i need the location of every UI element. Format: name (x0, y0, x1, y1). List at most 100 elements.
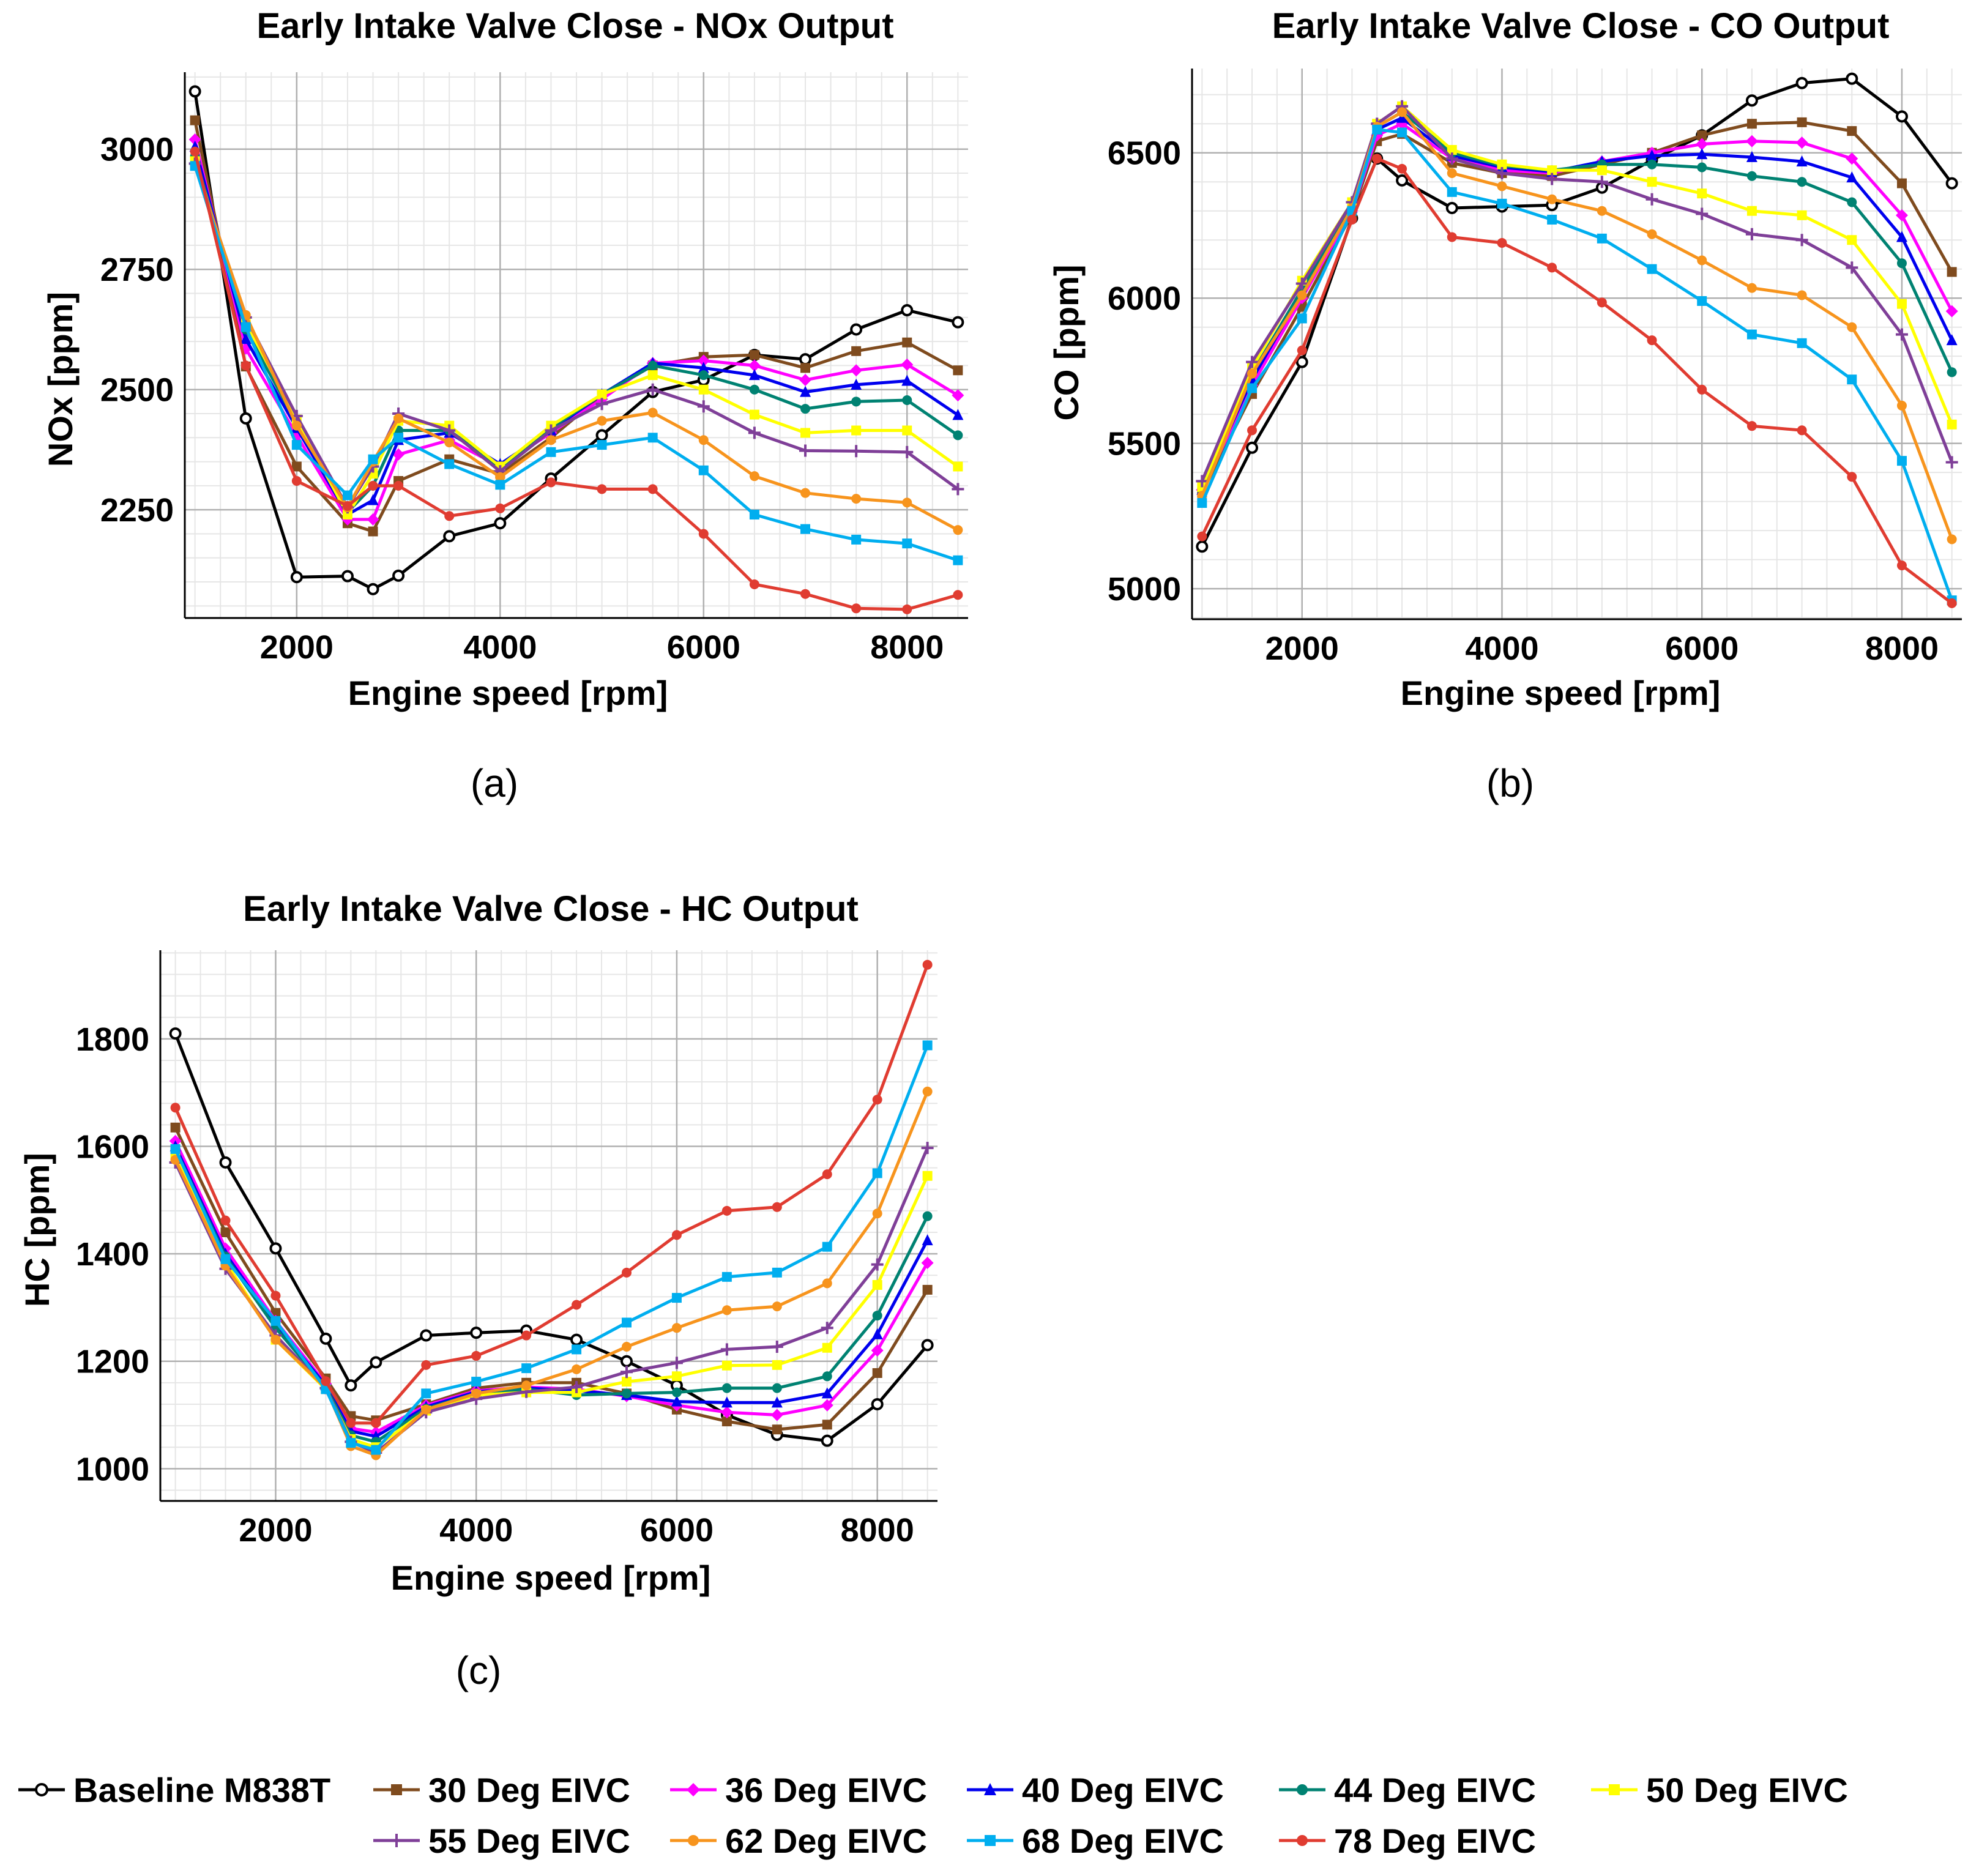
co-point-d36 (1795, 136, 1808, 149)
co-point-d55 (1795, 234, 1808, 247)
nox-point-d30 (851, 346, 862, 356)
co-point-d44 (1847, 197, 1857, 207)
nox-point-d62 (698, 435, 709, 445)
co-point-d78 (1497, 237, 1507, 248)
nox-point-baseline (952, 316, 964, 329)
hc-point-d50 (772, 1360, 782, 1370)
nox-point-d44 (698, 370, 709, 381)
nox-point-d78 (749, 579, 759, 589)
hc-point-d78 (671, 1230, 682, 1240)
hc-point-d68 (671, 1293, 682, 1303)
nox-point-d68 (647, 433, 658, 443)
co-point-d40 (1846, 171, 1858, 183)
co-point-d50 (1597, 165, 1607, 176)
hc-point-d78 (321, 1376, 331, 1387)
hc-point-d78 (922, 959, 933, 970)
legend-item-d44: 44 Deg EIVC (1279, 1771, 1536, 1809)
co-point-d68 (1397, 127, 1407, 138)
nox-point-d62 (800, 488, 811, 498)
hc-point-d68 (721, 1271, 732, 1282)
co-point-d68 (1547, 214, 1557, 225)
nox-point-d68 (546, 447, 556, 457)
co-point-d30 (1847, 126, 1857, 136)
hc-point-d55 (621, 1366, 633, 1379)
legend-item-baseline: Baseline M838T (18, 1771, 330, 1809)
co-point-d62 (1896, 400, 1907, 411)
co-point-baseline (1795, 76, 1808, 89)
co-chart: Early Intake Valve Close - CO Output Eng… (1047, 6, 1962, 805)
nox-point-d40 (748, 369, 760, 381)
nox-point-d68 (597, 440, 607, 450)
co-point-d36 (1696, 138, 1709, 151)
nox-point-d78 (953, 590, 963, 600)
nox-point-d50 (749, 409, 759, 420)
co-point-d55 (1246, 355, 1259, 368)
hc-point-d62 (721, 1305, 732, 1316)
hc-point-d50 (671, 1371, 682, 1382)
co-y-tick-label: 5000 (1108, 571, 1181, 608)
co-point-d62 (1497, 181, 1507, 192)
hc-point-d68 (471, 1377, 482, 1387)
hc-point-d68 (220, 1254, 231, 1264)
hc-point-d68 (371, 1445, 381, 1455)
nox-point-d40 (800, 385, 811, 397)
nox-point-d55 (952, 483, 964, 496)
co-point-d50 (1447, 144, 1457, 155)
hc-point-d78 (170, 1103, 181, 1113)
nox-point-d30 (902, 337, 912, 348)
nox-point-d36 (952, 389, 964, 402)
legend-marker-d36 (687, 1783, 700, 1796)
nox-point-baseline (799, 353, 812, 366)
hc-point-d30 (822, 1420, 832, 1430)
co-point-baseline (1295, 355, 1308, 368)
co-point-d36 (1945, 305, 1958, 318)
hc-point-d50 (822, 1342, 832, 1353)
co-point-baseline (1945, 177, 1958, 190)
nox-point-d44 (902, 395, 912, 405)
nox-chart-title: Early Intake Valve Close - NOx Output (256, 6, 893, 46)
hc-point-d44 (772, 1383, 782, 1393)
hc-point-d40 (821, 1387, 833, 1399)
nox-point-d50 (953, 461, 963, 472)
nox-point-d78 (444, 511, 455, 521)
co-point-d50 (1497, 159, 1507, 169)
hc-point-d68 (872, 1168, 882, 1178)
legend-label-d55: 55 Deg EIVC (428, 1822, 630, 1860)
co-point-d68 (1847, 374, 1857, 385)
co-point-d40 (1796, 155, 1808, 166)
hc-point-baseline (169, 1027, 182, 1040)
co-point-baseline (1895, 110, 1908, 123)
nox-point-d36 (697, 354, 710, 367)
nox-point-baseline (901, 304, 914, 317)
hc-x-tick-label: 6000 (640, 1512, 714, 1549)
co-point-d78 (1697, 384, 1707, 395)
hc-point-d78 (721, 1205, 732, 1216)
co-point-d62 (1547, 194, 1557, 204)
nox-point-d68 (800, 524, 811, 534)
nox-point-d55 (901, 445, 914, 458)
nox-point-baseline (341, 570, 354, 583)
co-point-d55 (1696, 207, 1709, 220)
nox-point-d68 (444, 459, 455, 469)
hc-point-baseline (420, 1329, 433, 1342)
co-point-d50 (1847, 235, 1857, 245)
nox-point-baseline (367, 583, 379, 595)
nox-point-d78 (698, 529, 709, 539)
hc-point-d30 (170, 1122, 181, 1133)
hc-point-d68 (521, 1363, 532, 1374)
nox-point-d50 (698, 384, 709, 395)
hc-point-baseline (821, 1434, 833, 1447)
nox-point-d78 (240, 360, 251, 371)
hc-point-baseline (370, 1356, 382, 1369)
co-point-d78 (1947, 598, 1957, 608)
hc-point-d44 (721, 1383, 732, 1393)
legend-marker-d44 (1297, 1784, 1308, 1795)
legend-label-d36: 36 Deg EIVC (725, 1771, 927, 1809)
hc-point-d78 (421, 1360, 431, 1370)
legend-item-d36: 36 Deg EIVC (670, 1771, 927, 1809)
co-point-d68 (1647, 264, 1657, 274)
co-point-d62 (1647, 229, 1657, 239)
hc-point-d68 (421, 1388, 431, 1399)
nox-x-tick-label: 4000 (463, 629, 537, 666)
nox-point-d36 (799, 373, 812, 386)
